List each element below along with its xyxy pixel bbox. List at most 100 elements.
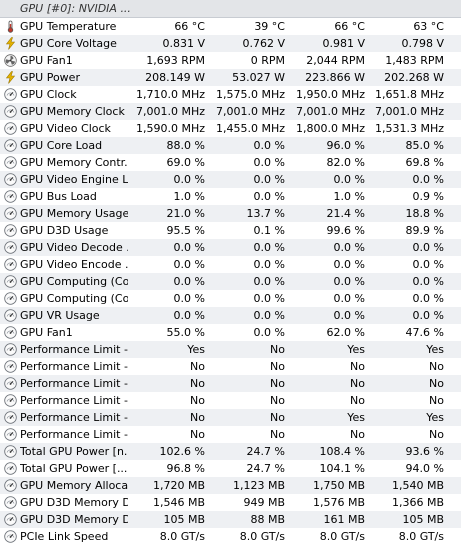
sensor-row[interactable]: GPU Computing (Co... 0.0 % 0.0 % 0.0 % 0.0 % [0,273,461,290]
sensor-name: Performance Limit - ... [20,394,128,407]
sensor-value-average: 0.9 % [412,190,444,203]
sensor-row[interactable]: GPU Bus Load 1.0 % 0.0 % 1.0 % 0.9 % [0,188,461,205]
sensor-value-current: No [190,360,205,373]
fan-icon [4,54,17,67]
sensor-value-average: 47.6 % [405,326,444,339]
sensor-value-average: 105 MB [402,513,444,526]
sensor-row[interactable]: GPU Memory Alloca... 1,720 MB 1,123 MB 1,75… [0,477,461,494]
sensor-value-minimum: 8.0 GT/s [239,530,285,543]
lightning-icon [4,71,17,84]
sensor-row[interactable]: GPU D3D Memory D... 1,546 MB 949 MB 1,576 M… [0,494,461,511]
sensor-value-minimum: 88 MB [250,513,285,526]
sensor-value-maximum: 108.4 % [319,445,365,458]
sensor-value-current: 95.5 % [166,224,205,237]
sensor-value-current: 0.0 % [173,173,205,186]
sensor-name: Performance Limit - ... [20,411,128,424]
sensor-value-maximum: 0.0 % [333,309,365,322]
sensor-value-maximum: 66 °C [334,20,365,33]
sensor-value-current: No [190,411,205,424]
sensor-row[interactable]: Performance Limit - ... No No No No [0,426,461,443]
gauge-icon [4,530,17,543]
gauge-icon [4,513,17,526]
sensor-row[interactable]: Performance Limit - ... No No No No [0,358,461,375]
sensor-value-current: Yes [187,343,205,356]
sensor-value-minimum: No [270,394,285,407]
sensor-name: GPU Fan1 [20,326,73,339]
sensor-row[interactable]: GPU Fan1 1,693 RPM 0 RPM 2,044 RPM 1,483 RPM [0,52,461,69]
sensor-value-average: 0.0 % [412,309,444,322]
sensor-value-minimum: No [270,377,285,390]
gauge-icon [4,377,17,390]
sensor-value-average: 1,651.8 MHz [374,88,444,101]
sensor-row[interactable]: GPU Memory Usage 21.0 % 13.7 % 21.4 % 18.8 % [0,205,461,222]
sensor-value-current: 7,001.0 MHz [135,105,205,118]
sensor-value-minimum: 1,575.0 MHz [215,88,285,101]
sensor-value-minimum: 0 RPM [250,54,285,67]
sensor-row[interactable]: GPU Power 208.149 W 53.027 W 223.866 W 202.2… [0,69,461,86]
sensor-row[interactable]: GPU Memory Clock 7,001.0 MHz 7,001.0 MHz 7,… [0,103,461,120]
sensor-value-current: No [190,377,205,390]
sensor-value-minimum: 0.0 % [253,326,285,339]
sensor-group-title: GPU [#0]: NVIDIA ... [20,2,131,15]
gauge-icon [4,156,17,169]
sensor-value-average: 0.0 % [412,258,444,271]
sensor-value-current: 1,693 RPM [146,54,205,67]
gauge-icon [4,343,17,356]
sensor-value-minimum: 24.7 % [246,445,285,458]
sensor-row[interactable]: GPU Video Encode ... 0.0 % 0.0 % 0.0 % 0.0 % [0,256,461,273]
sensor-row[interactable]: GPU Computing (Co... 0.0 % 0.0 % 0.0 % 0.0 % [0,290,461,307]
sensor-value-minimum: 0.0 % [253,156,285,169]
sensor-row[interactable]: Performance Limit - ... No No Yes Yes [0,409,461,426]
sensor-row[interactable]: GPU D3D Usage 95.5 % 0.1 % 99.6 % 89.9 % [0,222,461,239]
sensor-value-average: 1,540 MB [391,479,444,492]
sensor-value-current: 88.0 % [166,139,205,152]
sensor-value-current: No [190,428,205,441]
sensor-name: Performance Limit - ... [20,360,128,373]
sensor-group-header[interactable]: GPU [#0]: NVIDIA ... [0,0,461,18]
gauge-icon [4,496,17,509]
sensor-row[interactable]: GPU Clock 1,710.0 MHz 1,575.0 MHz 1,950.0 M… [0,86,461,103]
sensor-row[interactable]: GPU VR Usage 0.0 % 0.0 % 0.0 % 0.0 % [0,307,461,324]
sensor-row[interactable]: GPU Video Decode ... 0.0 % 0.0 % 0.0 % 0.0 % [0,239,461,256]
sensor-value-average: 8.0 GT/s [398,530,444,543]
sensor-row[interactable]: Performance Limit - ... No No No No [0,375,461,392]
sensor-value-current: 1.0 % [173,190,205,203]
sensor-value-current: 8.0 GT/s [159,530,205,543]
sensor-row[interactable]: GPU Core Load 88.0 % 0.0 % 96.0 % 85.0 % [0,137,461,154]
sensor-value-average: 94.0 % [405,462,444,475]
sensor-value-current: 0.0 % [173,292,205,305]
sensor-value-average: 1,366 MB [391,496,444,509]
sensor-value-average: Yes [426,343,444,356]
sensor-value-maximum: 0.0 % [333,292,365,305]
gauge-icon [4,207,17,220]
sensor-value-current: 208.149 W [145,71,205,84]
sensor-value-current: 55.0 % [166,326,205,339]
sensor-value-maximum: 2,044 RPM [306,54,365,67]
gauge-icon [4,479,17,492]
sensor-value-current: 96.8 % [166,462,205,475]
sensor-row[interactable]: Total GPU Power [... 96.8 % 24.7 % 104.1 % 9… [0,460,461,477]
sensor-row[interactable]: PCIe Link Speed 8.0 GT/s 8.0 GT/s 8.0 GT/s 8… [0,528,461,545]
sensor-value-maximum: Yes [347,343,365,356]
sensor-value-current: 69.0 % [166,156,205,169]
sensor-name: GPU Power [20,71,80,84]
sensor-name: GPU Memory Alloca... [20,479,128,492]
sensor-value-minimum: 0.0 % [253,258,285,271]
sensor-value-minimum: 0.0 % [253,292,285,305]
sensor-row[interactable]: GPU D3D Memory D... 105 MB 88 MB 161 MB 105 … [0,511,461,528]
sensor-name: GPU D3D Memory D... [20,496,128,509]
sensor-row[interactable]: GPU Core Voltage 0.831 V 0.762 V 0.981 V 0.7… [0,35,461,52]
sensor-row[interactable]: GPU Temperature 66 °C 39 °C 66 °C 63 °C [0,18,461,35]
sensor-row[interactable]: GPU Video Engine L... 0.0 % 0.0 % 0.0 % 0.0 … [0,171,461,188]
sensor-value-current: 102.6 % [159,445,205,458]
sensor-value-average: 0.0 % [412,292,444,305]
sensor-row[interactable]: GPU Fan1 55.0 % 0.0 % 62.0 % 47.6 % [0,324,461,341]
sensor-value-minimum: 13.7 % [246,207,285,220]
sensor-value-average: No [429,377,444,390]
sensor-row[interactable]: Total GPU Power [n... 102.6 % 24.7 % 108.4 … [0,443,461,460]
sensor-row[interactable]: GPU Memory Contr... 69.0 % 0.0 % 82.0 % 69.8… [0,154,461,171]
sensor-row[interactable]: GPU Video Clock 1,590.0 MHz 1,455.0 MHz 1,8… [0,120,461,137]
sensor-row[interactable]: Performance Limit - ... No No No No [0,392,461,409]
sensor-row[interactable]: Performance Limit - ... Yes No Yes Yes [0,341,461,358]
